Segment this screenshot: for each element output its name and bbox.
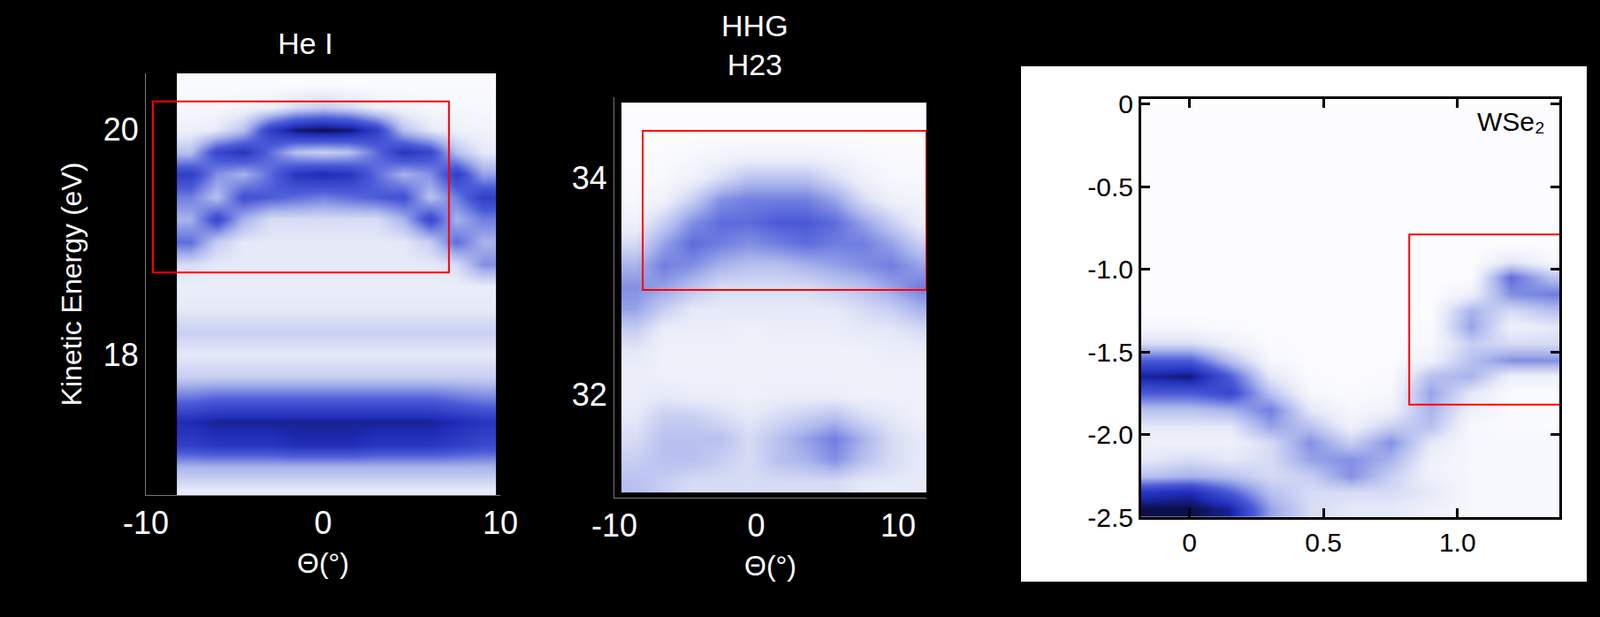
svg-text:Θ(°): Θ(°) [297, 547, 350, 580]
svg-text:He I: He I [277, 26, 333, 61]
svg-text:-1.5: -1.5 [1087, 337, 1134, 367]
svg-text:Kinetic Energy (eV): Kinetic Energy (eV) [55, 162, 88, 407]
svg-text:-2.5: -2.5 [1087, 502, 1134, 533]
svg-text:20: 20 [103, 111, 139, 148]
svg-text:Θ(°): Θ(°) [744, 549, 797, 582]
svg-text:0: 0 [313, 504, 332, 541]
svg-text:1.0: 1.0 [1439, 527, 1477, 557]
svg-text:-10: -10 [591, 507, 638, 544]
svg-text:-2.0: -2.0 [1087, 419, 1134, 450]
svg-text:WSe₂: WSe₂ [1477, 106, 1546, 137]
svg-text:-10: -10 [122, 504, 169, 541]
svg-text:0: 0 [746, 507, 765, 544]
svg-text:18: 18 [103, 336, 139, 374]
svg-text:0.5: 0.5 [1304, 527, 1342, 557]
svg-text:0: 0 [1118, 89, 1134, 119]
svg-text:0: 0 [1181, 527, 1197, 557]
svg-text:10: 10 [482, 504, 519, 541]
svg-text:34: 34 [571, 160, 608, 197]
svg-text:-1.0: -1.0 [1087, 254, 1134, 284]
svg-text:10: 10 [880, 507, 916, 544]
svg-text:-0.5: -0.5 [1087, 172, 1134, 202]
svg-text:32: 32 [571, 376, 608, 413]
svg-text:HHGH23: HHGH23 [721, 8, 789, 82]
